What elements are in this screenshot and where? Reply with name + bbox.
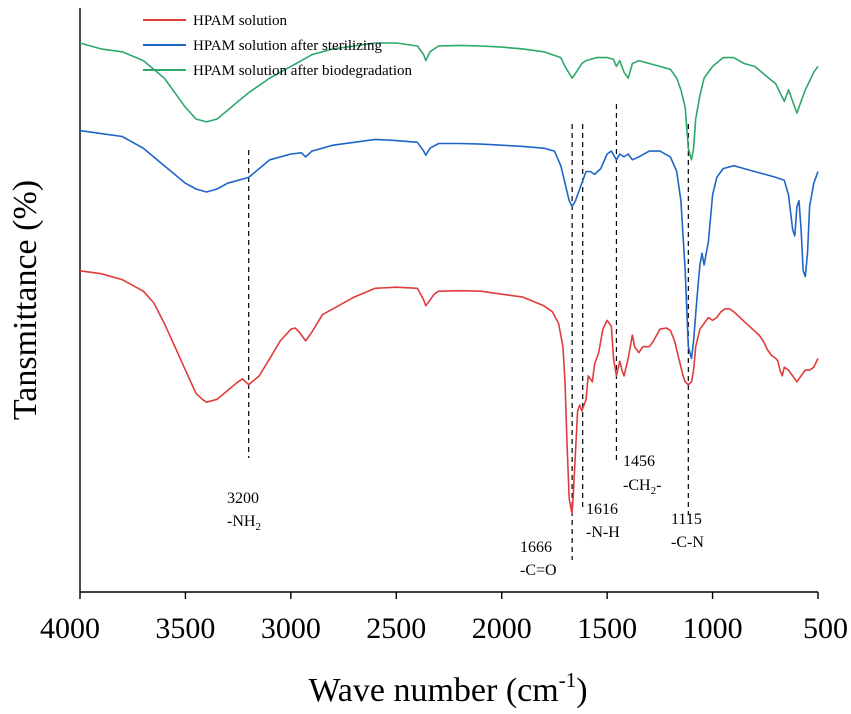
legend-label-3: HPAM solution after biodegradation (193, 63, 413, 79)
x-tick-label-3500: 3500 (155, 612, 215, 645)
x-tick-label-3000: 3000 (261, 612, 321, 645)
x-ticks: 4000 3500 3000 2500 2000 1500 1000 500 (40, 592, 848, 645)
legend-label-2: HPAM solution after sterilizing (193, 38, 383, 54)
series-line-1 (79, 42, 819, 161)
annotation-3200-value: 3200 (227, 490, 259, 507)
annotation-labels: 3200 -NH2 1666 -C=O 1616 -N-H 1456 -CH2-… (227, 453, 704, 579)
series-line-3 (79, 270, 819, 514)
annotation-1616-value: 1616 (586, 501, 618, 518)
annotation-1115-value: 1115 (671, 511, 702, 528)
series-line-2 (79, 129, 819, 360)
x-tick-label-1500: 1500 (577, 612, 637, 645)
y-axis-title: Tansmittance (%) (7, 180, 44, 420)
legend: HPAM solution HPAM solution after steril… (143, 13, 413, 79)
x-tick-label-2000: 2000 (472, 612, 532, 645)
annotation-1115-group: -C-N (671, 534, 704, 551)
annotation-1456-group: -CH2- (623, 477, 661, 497)
annotation-1666-value: 1666 (520, 539, 552, 556)
annotation-lines (248, 104, 689, 560)
annotation-1666-group: -C=O (520, 562, 557, 579)
x-tick-label-1000: 1000 (683, 612, 743, 645)
annotation-1456-value: 1456 (623, 453, 655, 470)
x-tick-label-500: 500 (803, 612, 848, 645)
legend-label-1: HPAM solution (193, 13, 288, 29)
x-axis-title: Wave number (cm-1) (308, 668, 587, 709)
x-tick-label-2500: 2500 (366, 612, 426, 645)
x-tick-label-4000: 4000 (40, 612, 100, 645)
annotation-1616-group: -N-H (586, 524, 620, 541)
series-layer (79, 42, 819, 514)
annotation-3200-group: -NH2 (227, 513, 261, 533)
